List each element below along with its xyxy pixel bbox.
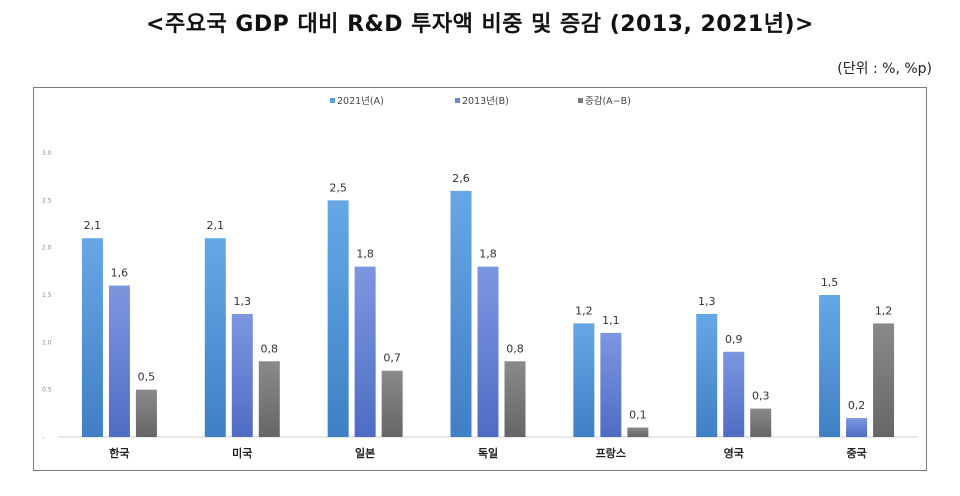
legend-label: 2021년(A) xyxy=(337,96,384,107)
data-label: 2,5 xyxy=(329,181,347,194)
data-label: 1,5 xyxy=(821,276,839,289)
bar xyxy=(258,361,280,437)
chart-frame xyxy=(33,87,927,471)
x-tick-label: 독일 xyxy=(478,446,498,460)
x-tick-label: 한국 xyxy=(109,446,129,460)
x-tick-label: 영국 xyxy=(724,447,744,460)
chart-title: <주요국 GDP 대비 R&D 투자액 비중 및 증감 (2013, 2021년… xyxy=(146,12,814,37)
y-tick-label: 3.0 xyxy=(42,150,52,157)
data-label: 2,6 xyxy=(452,172,470,185)
bar xyxy=(108,285,130,437)
bar xyxy=(450,190,472,437)
data-label: 1,6 xyxy=(111,267,129,280)
x-tick-label: 중국 xyxy=(846,447,866,460)
bar xyxy=(573,323,595,437)
x-tick-label: 프랑스 xyxy=(596,447,626,460)
y-tick-label: 1.0 xyxy=(42,339,52,346)
bar xyxy=(846,418,868,437)
y-tick-label: 0.5 xyxy=(42,387,52,394)
bar xyxy=(231,313,253,437)
bar xyxy=(81,238,103,437)
bar xyxy=(204,238,226,437)
bar xyxy=(873,323,895,437)
data-label: 0,9 xyxy=(725,333,743,346)
data-label: 1,2 xyxy=(875,304,893,317)
bar xyxy=(477,266,499,437)
data-label: 0,8 xyxy=(261,342,279,355)
bar xyxy=(600,332,622,437)
bar xyxy=(327,200,349,437)
legend-label: 증감(A−B) xyxy=(585,95,631,107)
y-tick-label: 1.5 xyxy=(42,292,52,299)
data-label: 1,3 xyxy=(698,295,716,308)
bar xyxy=(135,389,157,437)
bar xyxy=(750,408,772,437)
data-label: 2,1 xyxy=(84,219,102,232)
y-tick-label: - xyxy=(42,434,44,441)
y-tick-label: 2.0 xyxy=(42,245,52,252)
bar xyxy=(723,351,745,437)
data-label: 0,8 xyxy=(506,342,524,355)
data-label: 1,8 xyxy=(356,248,374,261)
legend-swatch xyxy=(455,98,460,103)
bar xyxy=(819,295,841,437)
bar xyxy=(354,266,376,437)
legend-swatch xyxy=(330,98,335,103)
legend-swatch xyxy=(578,98,583,103)
data-label: 0,7 xyxy=(383,352,401,365)
data-label: 1,1 xyxy=(602,314,620,327)
bar xyxy=(627,427,649,437)
data-label: 0,2 xyxy=(848,399,866,412)
x-tick-label: 일본 xyxy=(355,446,375,460)
data-label: 1,2 xyxy=(575,304,593,317)
data-label: 0,3 xyxy=(752,390,770,403)
data-label: 0,1 xyxy=(629,409,647,422)
bar xyxy=(381,370,403,437)
data-label: 1,8 xyxy=(479,248,497,261)
data-label: 1,3 xyxy=(234,295,252,308)
data-label: 2,1 xyxy=(207,219,225,232)
legend-label: 2013년(B) xyxy=(462,96,509,107)
bar xyxy=(504,361,526,437)
data-label: 0,5 xyxy=(138,371,156,384)
unit-label: (단위 : %, %p) xyxy=(837,61,932,77)
y-tick-label: 2.5 xyxy=(42,197,52,204)
x-tick-label: 미국 xyxy=(232,446,252,460)
bar xyxy=(696,313,718,437)
